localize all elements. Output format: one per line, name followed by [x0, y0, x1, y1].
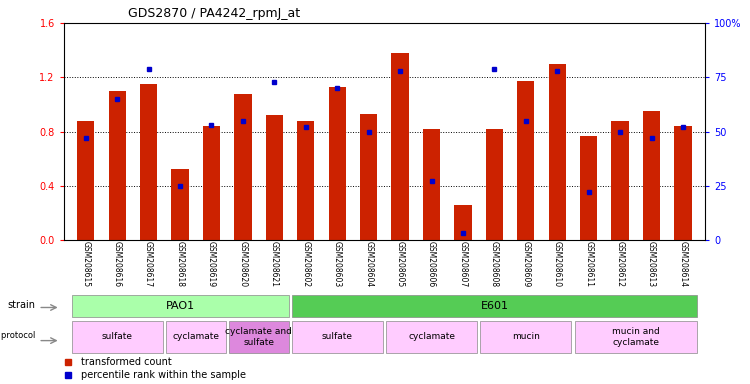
Bar [234, 94, 251, 240]
Text: GSM208618: GSM208618 [176, 241, 184, 287]
Bar [392, 53, 409, 240]
Bar [140, 84, 158, 240]
Text: GSM208616: GSM208616 [112, 241, 122, 287]
Text: sulfate: sulfate [322, 333, 352, 341]
Bar [360, 114, 377, 240]
Text: GDS2870 / PA4242_rpmJ_at: GDS2870 / PA4242_rpmJ_at [128, 7, 300, 20]
Text: GSM208611: GSM208611 [584, 241, 593, 287]
Text: GSM208608: GSM208608 [490, 241, 499, 287]
Bar [454, 205, 472, 240]
FancyBboxPatch shape [229, 321, 289, 353]
Text: mucin and
cyclamate: mucin and cyclamate [612, 327, 660, 347]
Text: GSM208606: GSM208606 [427, 241, 436, 287]
Bar [611, 121, 628, 240]
Text: GSM208613: GSM208613 [647, 241, 656, 287]
Bar [423, 129, 440, 240]
Bar [580, 136, 597, 240]
FancyBboxPatch shape [386, 321, 477, 353]
FancyBboxPatch shape [574, 321, 698, 353]
Bar [202, 126, 220, 240]
FancyBboxPatch shape [480, 321, 572, 353]
Text: GSM208602: GSM208602 [302, 241, 310, 287]
Text: GSM208609: GSM208609 [521, 241, 530, 287]
Text: cyclamate: cyclamate [408, 333, 455, 341]
Text: GSM208612: GSM208612 [616, 241, 625, 287]
Bar [266, 115, 283, 240]
FancyBboxPatch shape [71, 321, 163, 353]
Bar [109, 91, 126, 240]
Text: GSM208615: GSM208615 [81, 241, 90, 287]
Text: PAO1: PAO1 [166, 301, 194, 311]
Text: GSM208610: GSM208610 [553, 241, 562, 287]
FancyBboxPatch shape [292, 321, 382, 353]
Text: E601: E601 [481, 301, 508, 311]
FancyBboxPatch shape [166, 321, 226, 353]
Bar [548, 64, 566, 240]
Bar [172, 169, 189, 240]
Text: GSM208621: GSM208621 [270, 241, 279, 287]
Text: GSM208607: GSM208607 [458, 241, 467, 287]
Bar [486, 129, 503, 240]
Text: GSM208619: GSM208619 [207, 241, 216, 287]
Bar [674, 126, 692, 240]
Text: GSM208614: GSM208614 [679, 241, 688, 287]
Text: cyclamate: cyclamate [172, 333, 219, 341]
Text: growth protocol: growth protocol [0, 331, 35, 339]
Bar [518, 81, 535, 240]
Text: GSM208605: GSM208605 [395, 241, 404, 287]
Text: GSM208603: GSM208603 [333, 241, 342, 287]
Bar [297, 121, 314, 240]
Bar [77, 121, 94, 240]
Text: percentile rank within the sample: percentile rank within the sample [81, 370, 246, 381]
FancyBboxPatch shape [292, 295, 698, 318]
Text: GSM208620: GSM208620 [238, 241, 248, 287]
Text: mucin: mucin [512, 333, 540, 341]
Text: cyclamate and
sulfate: cyclamate and sulfate [225, 327, 292, 347]
Bar [328, 87, 346, 240]
Text: transformed count: transformed count [81, 356, 171, 367]
Bar [643, 111, 660, 240]
Text: sulfate: sulfate [102, 333, 133, 341]
Text: GSM208604: GSM208604 [364, 241, 374, 287]
Text: strain: strain [7, 300, 35, 310]
Text: GSM208617: GSM208617 [144, 241, 153, 287]
FancyBboxPatch shape [71, 295, 289, 318]
